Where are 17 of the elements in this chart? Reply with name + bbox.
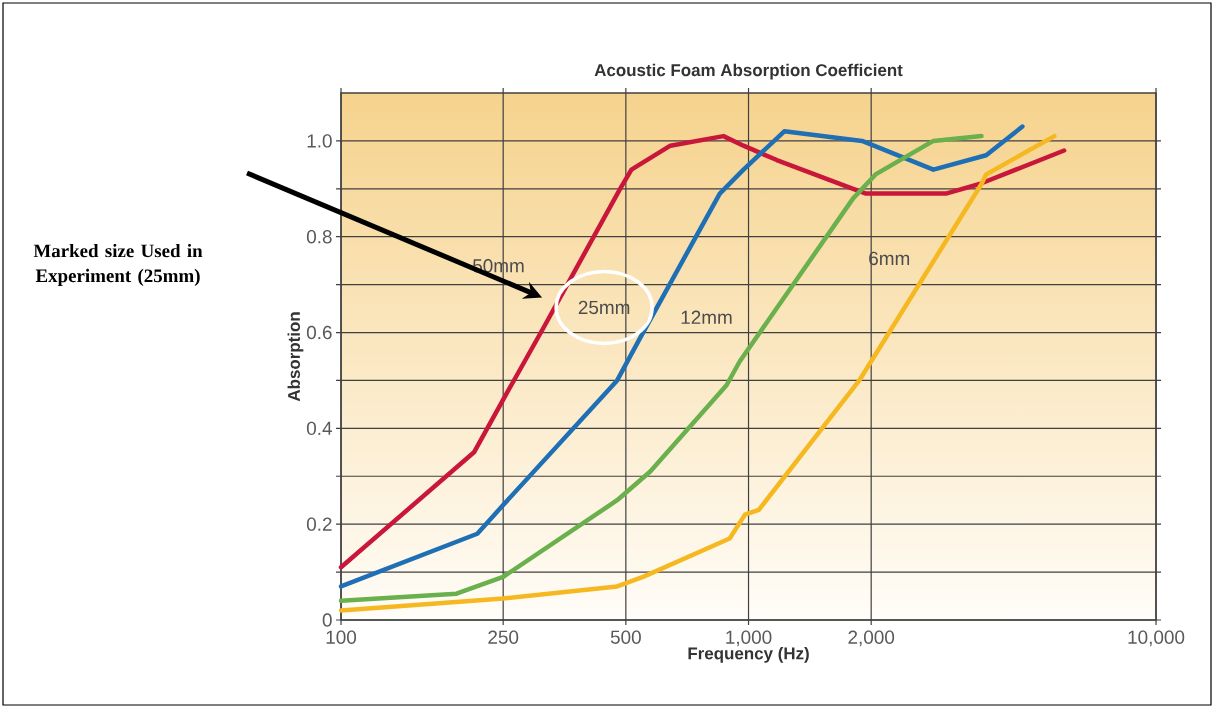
x-tick-label: 100 — [326, 630, 357, 644]
text: Marked size Used in Experiment (25mm) — [33, 243, 203, 287]
chart-title: Acoustic Foam Absorption Coefficient — [594, 63, 903, 80]
x-axis-title: Frequency (Hz) — [688, 646, 809, 663]
y-axis-title: Absorption — [287, 312, 304, 402]
y-tick-label: 0 — [322, 613, 332, 627]
y-tick-label: 0.2 — [306, 517, 332, 531]
series-label: 12mm — [681, 310, 732, 324]
y-tick-label: 0.4 — [306, 421, 332, 436]
y-tick-label: 0.8 — [306, 230, 332, 244]
x-tick-label: 250 — [488, 630, 519, 644]
x-tick-label: 1,000 — [726, 630, 772, 647]
y-tick-label: 1.0 — [307, 134, 332, 148]
x-tick-label: 2,000 — [848, 630, 895, 647]
y-tick-label: 0.6 — [306, 325, 332, 340]
x-tick-label: 10,000 — [1128, 630, 1185, 647]
x-tick-label: 500 — [610, 630, 641, 644]
